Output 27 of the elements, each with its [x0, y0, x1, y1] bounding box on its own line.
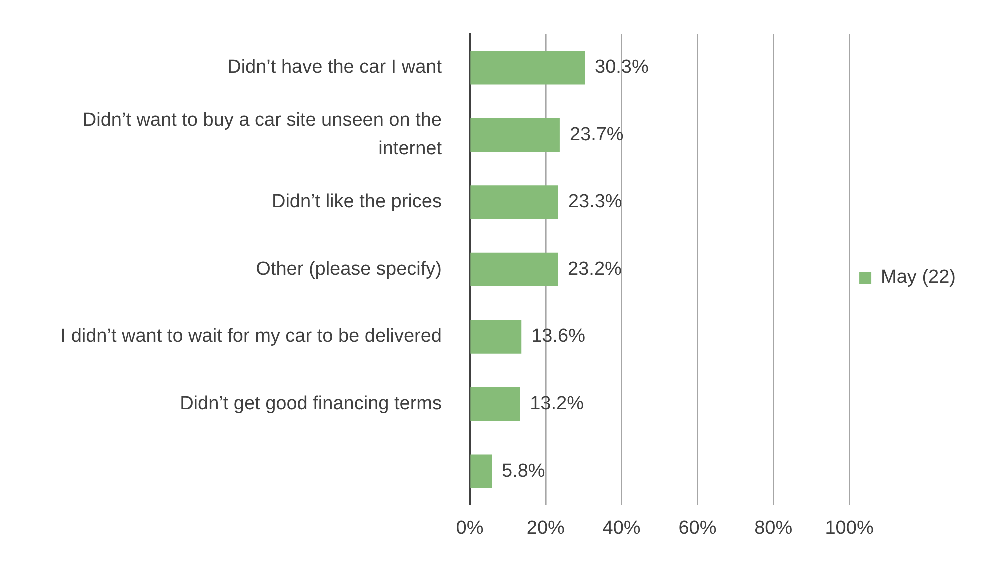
- y-tick-label: Didn’t like the prices: [272, 192, 442, 213]
- y-tick-label: Didn’t get good financing terms: [180, 394, 442, 415]
- data-label: 5.8%: [502, 460, 546, 482]
- bar: [470, 186, 558, 220]
- bar: [470, 320, 522, 354]
- data-label: 23.7%: [570, 124, 624, 146]
- x-tick-label: 80%: [754, 518, 793, 539]
- x-tick-label: 20%: [526, 518, 566, 539]
- bar: [470, 51, 585, 85]
- data-label: 13.6%: [532, 326, 586, 348]
- x-tick-label: 40%: [602, 518, 641, 539]
- data-label: 23.3%: [568, 192, 622, 213]
- x-tick-label: 0%: [456, 518, 484, 539]
- bar: [470, 252, 558, 287]
- data-label: 13.2%: [530, 394, 584, 415]
- data-label: 23.2%: [568, 258, 622, 280]
- data-label: 30.3%: [595, 57, 649, 78]
- bar: [470, 387, 520, 422]
- bar: [470, 118, 560, 152]
- y-tick-label: I didn’t want to wait for my car to be delivered: [60, 326, 442, 348]
- y-tick-label: Didn’t want to buy a car site unseen on the internet: [82, 110, 443, 160]
- bar: [470, 454, 492, 488]
- x-tick-label: 60%: [678, 518, 717, 539]
- y-tick-label: Didn’t have the car I want: [228, 57, 443, 78]
- y-tick-label: Other (please specify): [256, 258, 442, 280]
- x-tick-label: 100%: [825, 518, 874, 539]
- legend-label: May (22): [881, 267, 956, 288]
